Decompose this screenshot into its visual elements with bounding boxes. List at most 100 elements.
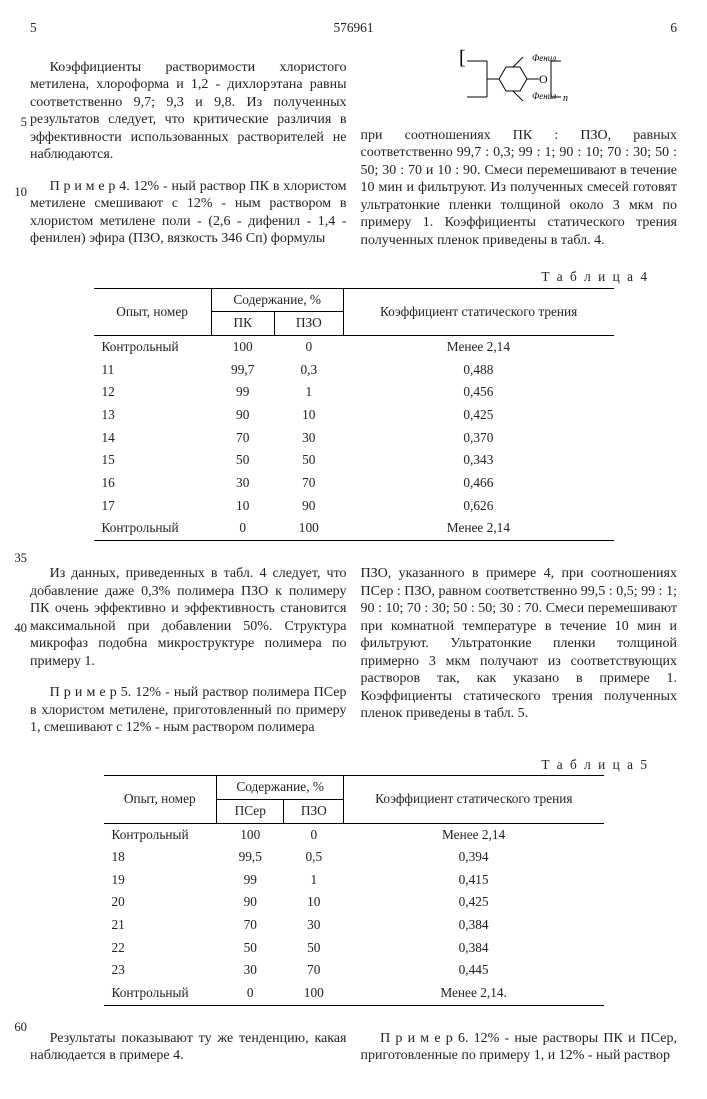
table-row: 1630700,466 — [94, 472, 614, 495]
table-cell: 30 — [274, 427, 343, 450]
table-cell: Менее 2,14 — [344, 823, 604, 846]
table-row: 1899,50,50,394 — [104, 846, 604, 869]
table-row: Контрольный0100Менее 2,14 — [94, 517, 614, 540]
svg-text:O: O — [539, 72, 548, 86]
table-cell: Контрольный — [94, 517, 212, 540]
table-cell: 0,488 — [343, 359, 613, 382]
table-row: 1390100,425 — [94, 404, 614, 427]
table-cell: 16 — [94, 472, 212, 495]
table-cell: 0 — [217, 982, 284, 1005]
para-results: Результаты показывают ту же тенденцию, к… — [30, 1030, 347, 1065]
para-t4-analysis: Из данных, приведенных в табл. 4 следует… — [30, 565, 347, 670]
t4-h-exp: Опыт, номер — [94, 288, 212, 335]
mid-columns: 35 40 Из данных, приведенных в табл. 4 с… — [30, 551, 677, 751]
table-cell: 0,370 — [343, 427, 613, 450]
t4-sh-pk: ПК — [211, 312, 274, 336]
table-row: 199910,415 — [104, 869, 604, 892]
t5-sh-pser: ПСер — [217, 799, 284, 823]
column-left-3: Результаты показывают ту же тенденцию, к… — [30, 1016, 347, 1079]
para-solubility: Коэффициенты растворимости хлористого ме… — [30, 59, 347, 164]
table-cell: 22 — [104, 937, 217, 960]
page-num-left: 5 — [30, 20, 37, 37]
table-cell: 0 — [211, 517, 274, 540]
table-cell: 10 — [284, 891, 344, 914]
table-cell: 10 — [274, 404, 343, 427]
table-cell: 0,3 — [274, 359, 343, 382]
t5-h-exp: Опыт, номер — [104, 776, 217, 823]
table-cell: 100 — [217, 823, 284, 846]
table-cell: 23 — [104, 959, 217, 982]
table-cell: Менее 2,14 — [343, 336, 613, 359]
table-cell: 30 — [217, 959, 284, 982]
top-columns: Коэффициенты растворимости хлористого ме… — [30, 45, 677, 264]
table-5-body: Контрольный1000Менее 2,141899,50,50,3941… — [104, 823, 604, 1005]
table-row: 1550500,343 — [94, 449, 614, 472]
table-cell: 0,5 — [284, 846, 344, 869]
table-5-caption: Т а б л и ц а 5 — [30, 757, 649, 774]
table-cell: 100 — [211, 336, 274, 359]
table-cell: 1 — [284, 869, 344, 892]
table-cell: 0 — [274, 336, 343, 359]
column-left-1: Коэффициенты растворимости хлористого ме… — [30, 45, 347, 264]
table-cell: 50 — [274, 449, 343, 472]
table-cell: 90 — [211, 404, 274, 427]
table-row: 2170300,384 — [104, 914, 604, 937]
table-cell: 15 — [94, 449, 212, 472]
table-cell: 30 — [284, 914, 344, 937]
t4-sh-pzo: ПЗО — [274, 312, 343, 336]
table-cell: 50 — [211, 449, 274, 472]
margin-5: 5 — [12, 115, 27, 131]
table-cell: 18 — [104, 846, 217, 869]
table-5-header-row: Опыт, номер Содержание, % Коэффициент ст… — [104, 776, 604, 800]
table-row: 2250500,384 — [104, 937, 604, 960]
table-cell: 70 — [217, 914, 284, 937]
page-header: 5 576961 6 — [30, 20, 677, 37]
column-right-1: [ Фенил Фенил O n при соотношениях ПК : … — [361, 45, 678, 264]
table-row: 1710900,626 — [94, 495, 614, 518]
table-cell: 0,343 — [343, 449, 613, 472]
table-row: Контрольный0100Менее 2,14. — [104, 982, 604, 1005]
table-cell: 0,425 — [343, 404, 613, 427]
table-cell: 99,5 — [217, 846, 284, 869]
margin-60: 60 — [12, 1020, 27, 1036]
t5-sh-pzo: ПЗО — [284, 799, 344, 823]
t4-h-content: Содержание, % — [211, 288, 343, 312]
column-left-2: Из данных, приведенных в табл. 4 следует… — [30, 551, 347, 751]
margin-35: 35 — [12, 551, 27, 567]
table-cell: 20 — [104, 891, 217, 914]
table-cell: 99,7 — [211, 359, 274, 382]
table-row: 2090100,425 — [104, 891, 604, 914]
table-cell: 0,384 — [344, 914, 604, 937]
table-row: 1199,70,30,488 — [94, 359, 614, 382]
table-4-caption: Т а б л и ц а 4 — [30, 269, 649, 286]
svg-text:[: [ — [459, 49, 466, 69]
table-cell: 0,456 — [343, 381, 613, 404]
table-cell: 10 — [211, 495, 274, 518]
table-cell: Менее 2,14. — [344, 982, 604, 1005]
table-cell: 13 — [94, 404, 212, 427]
table-cell: 14 — [94, 427, 212, 450]
table-row: Контрольный1000Менее 2,14 — [104, 823, 604, 846]
table-cell: 70 — [274, 472, 343, 495]
table-cell: 0,445 — [344, 959, 604, 982]
column-right-3: П р и м е р 6. 12% - ные растворы ПК и П… — [361, 1016, 678, 1079]
bottom-columns: 60 Результаты показывают ту же тенденцию… — [30, 1016, 677, 1079]
table-row: Контрольный1000Менее 2,14 — [94, 336, 614, 359]
table-row: 2330700,445 — [104, 959, 604, 982]
table-cell: 70 — [284, 959, 344, 982]
document-number: 576961 — [37, 20, 671, 37]
formula-label-2: Фенил — [532, 91, 556, 101]
table-cell: 21 — [104, 914, 217, 937]
table-cell: 0,415 — [344, 869, 604, 892]
para-pser-ratios: ПЗО, указанного в примере 4, при соотнош… — [361, 565, 678, 723]
table-cell: 50 — [284, 937, 344, 960]
table-cell: 19 — [104, 869, 217, 892]
page-num-right: 6 — [670, 20, 677, 37]
table-cell: 50 — [217, 937, 284, 960]
table-5: Опыт, номер Содержание, % Коэффициент ст… — [104, 775, 604, 1006]
table-cell: 1 — [274, 381, 343, 404]
table-cell: Контрольный — [104, 982, 217, 1005]
table-cell: 100 — [284, 982, 344, 1005]
table-cell: 0,384 — [344, 937, 604, 960]
table-cell: Контрольный — [94, 336, 212, 359]
